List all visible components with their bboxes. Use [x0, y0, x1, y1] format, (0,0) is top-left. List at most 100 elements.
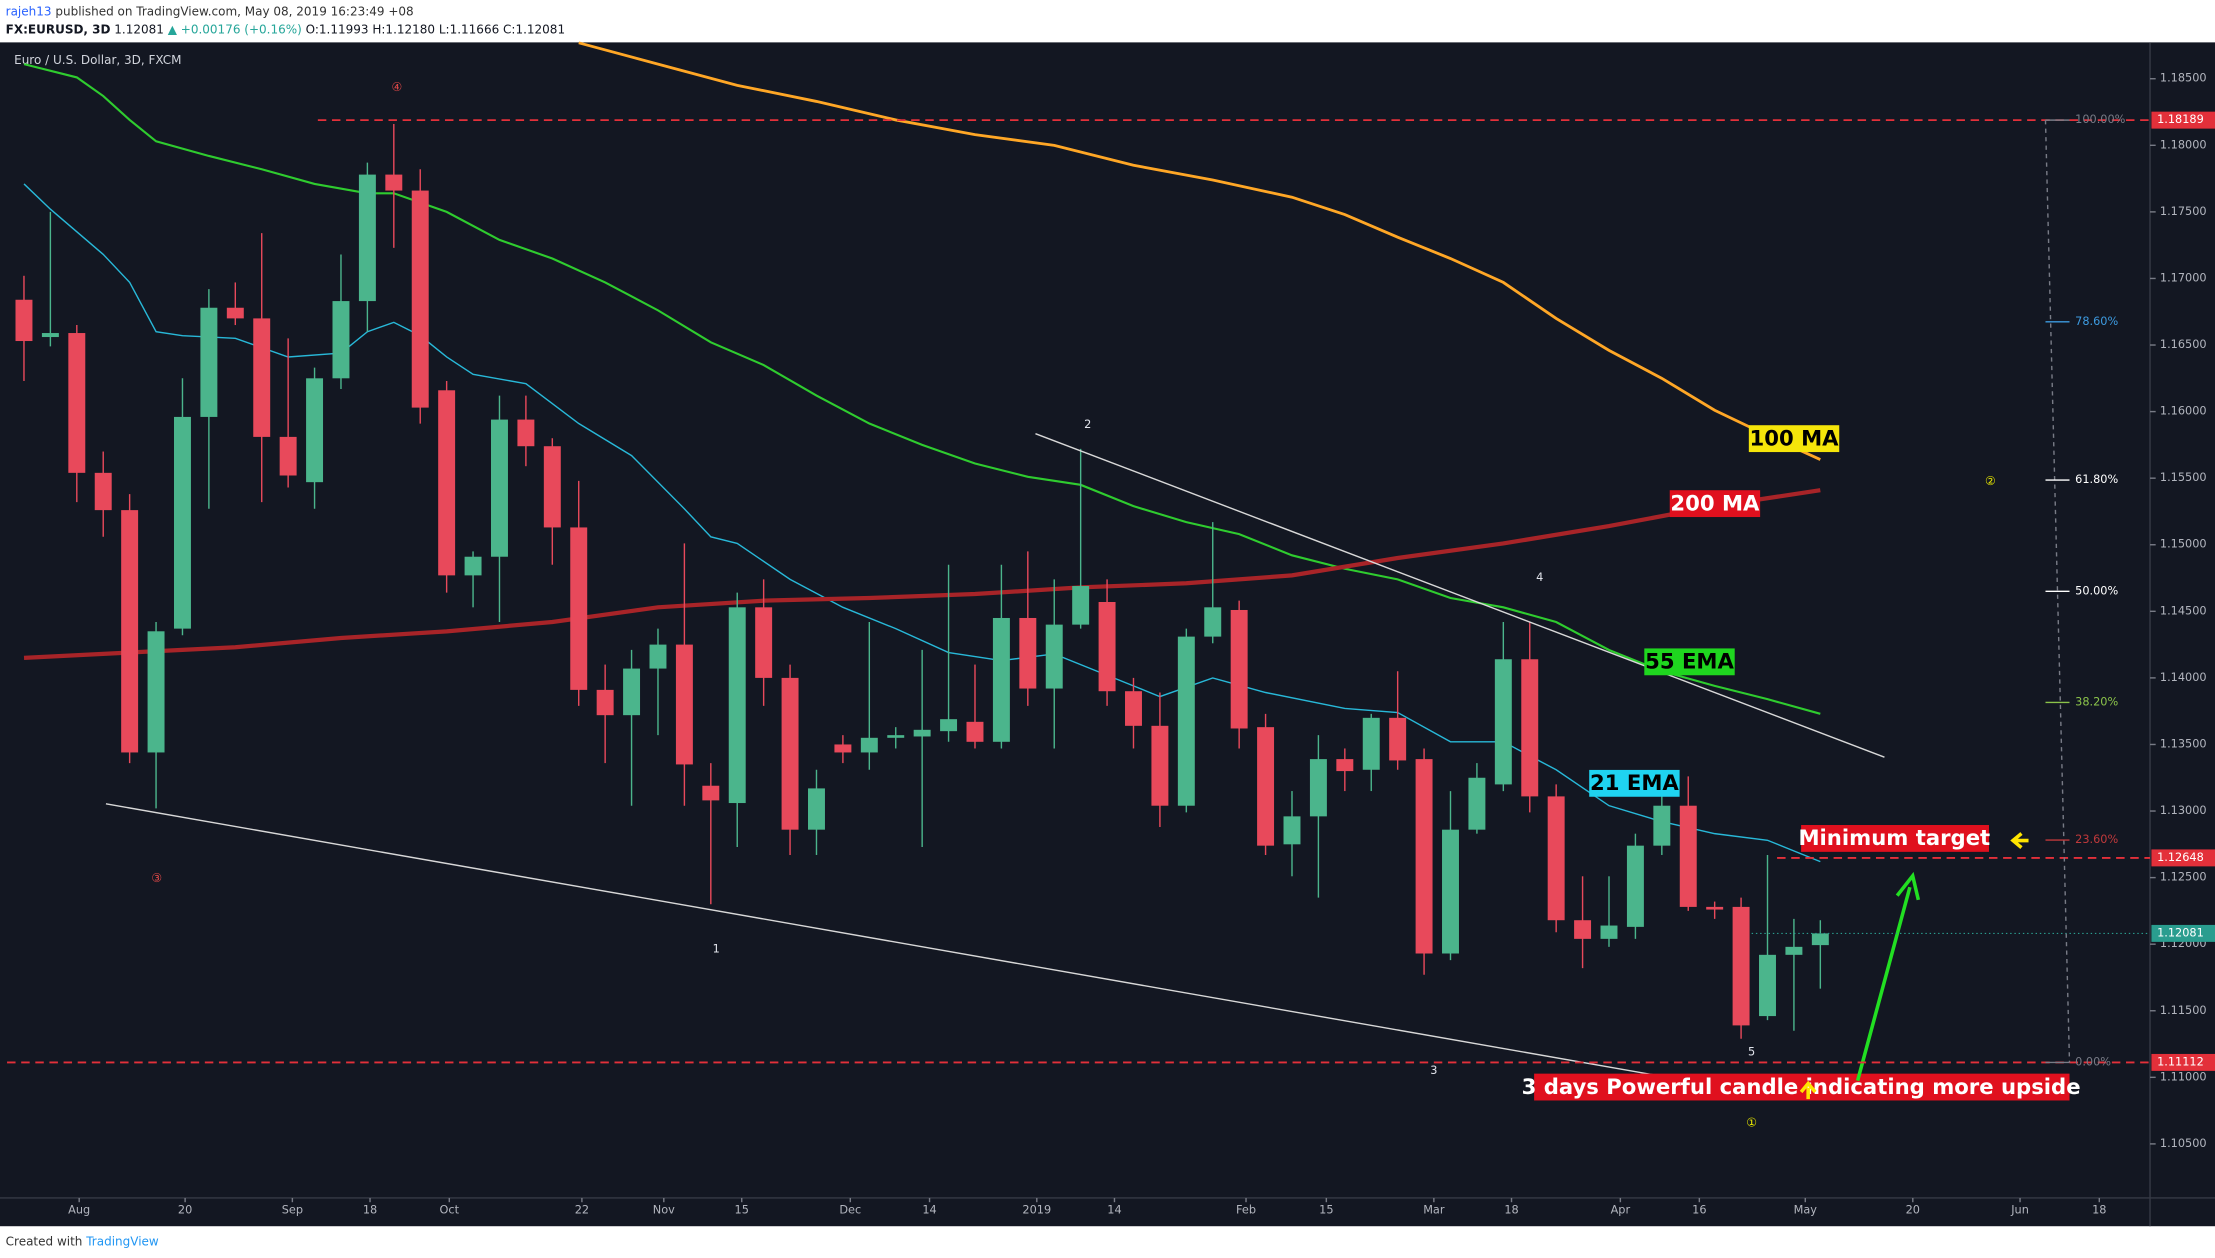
- y-tick-label: 1.17500: [2160, 205, 2207, 218]
- y-tick-label: 1.13500: [2160, 737, 2207, 750]
- y-tick-label: 1.17000: [2160, 271, 2207, 284]
- candle-body: [728, 607, 746, 804]
- candle-body: [860, 737, 878, 753]
- candle-body: [358, 174, 376, 302]
- x-tick-label: May: [1794, 1204, 1818, 1217]
- x-tick-label: Mar: [1423, 1204, 1445, 1217]
- label-box: [1589, 769, 1680, 797]
- author: rajeh13: [6, 4, 52, 18]
- footer: Created with TradingView: [6, 1234, 159, 1248]
- fib-label: 100.00%: [2075, 113, 2126, 126]
- label-box: [1801, 825, 1989, 852]
- symbol: FX:EURUSD, 3D: [6, 22, 111, 36]
- candle-body: [1547, 796, 1565, 921]
- candle-body: [1442, 829, 1459, 954]
- x-tick-label: Apr: [1611, 1204, 1631, 1217]
- candle-body: [464, 556, 482, 576]
- candle-body: [41, 333, 59, 338]
- wave-label: 3: [1430, 1064, 1437, 1077]
- candle-body: [411, 190, 429, 408]
- note-label: 3 days Powerful candle indicating more u…: [1522, 1074, 2081, 1099]
- x-tick-label: Aug: [68, 1204, 90, 1217]
- green-arrow: [1855, 871, 1921, 1082]
- y-tick-label: 1.15000: [2160, 538, 2207, 551]
- x-tick-label: 18: [363, 1204, 377, 1217]
- wave-label: 4: [1536, 571, 1543, 584]
- fib-label: 0.00%: [2075, 1055, 2111, 1068]
- candle-body: [1309, 759, 1327, 817]
- price-tag: [2151, 1053, 2215, 1071]
- candle-body: [68, 333, 86, 473]
- candle-body: [517, 419, 535, 447]
- circle-label: ①: [1746, 1116, 1757, 1130]
- candle-body: [992, 617, 1010, 742]
- y-tick-label: 1.16000: [2160, 405, 2207, 418]
- candle-body: [306, 378, 324, 483]
- candle-body: [173, 416, 191, 629]
- candle-body: [15, 299, 33, 342]
- candle-body: [570, 527, 588, 690]
- candle-body: [279, 436, 297, 476]
- header-line-2: FX:EURUSD, 3D 1.12081 ▲ +0.00176 (+0.16%…: [6, 22, 565, 36]
- candle-body: [1785, 946, 1803, 955]
- candle-body: [649, 644, 667, 669]
- candle-body: [940, 719, 958, 732]
- candle-body: [1045, 624, 1063, 689]
- fib-label: 50.00%: [2075, 584, 2118, 597]
- candle-body: [675, 644, 693, 765]
- label-box: [1748, 425, 1840, 453]
- y-tick-label: 1.18500: [2160, 72, 2207, 85]
- candle-body: [1230, 609, 1248, 729]
- candle-body: [1336, 759, 1354, 772]
- y-tick-label: 1.11500: [2160, 1004, 2207, 1017]
- trendline-lower: [105, 803, 1752, 1093]
- ma-label: 21 EMA: [1590, 770, 1679, 795]
- candle-body: [226, 307, 244, 319]
- price-tag-label: 1.12081: [2157, 926, 2204, 939]
- wave-label: 2: [1084, 418, 1091, 431]
- candle-body: [1125, 691, 1142, 726]
- x-tick-label: Nov: [653, 1204, 675, 1217]
- candle-body: [1732, 906, 1750, 1026]
- y-tick-label: 1.10500: [2160, 1137, 2207, 1150]
- x-tick-label: 16: [1692, 1204, 1706, 1217]
- change: ▲ +0.00176 (+0.16%): [168, 22, 302, 36]
- candle-body: [1415, 759, 1433, 954]
- candle-body: [1494, 659, 1512, 785]
- candle-body: [1521, 659, 1539, 797]
- y-tick-label: 1.14000: [2160, 671, 2207, 684]
- candle-body: [1098, 601, 1116, 692]
- x-tick-label: 22: [575, 1204, 589, 1217]
- candle-body: [1283, 816, 1301, 845]
- candle-body: [491, 419, 508, 557]
- ma-line: [23, 63, 1821, 715]
- x-tick-label: 18: [2092, 1204, 2106, 1217]
- candle-body: [1759, 954, 1776, 1017]
- x-tick-label: 15: [735, 1204, 749, 1217]
- trendline-upper: [1035, 433, 1885, 758]
- ma-line: [23, 488, 1821, 661]
- candle-body: [1653, 805, 1671, 846]
- candle-body: [913, 729, 931, 737]
- candle-body: [332, 301, 350, 379]
- label-box: [1644, 648, 1735, 676]
- candle-body: [702, 785, 720, 801]
- y-tick-label: 1.16500: [2160, 338, 2207, 351]
- x-tick-label: Jun: [2010, 1204, 2029, 1217]
- last-price: 1.12081: [114, 22, 164, 36]
- candle-body: [887, 735, 905, 738]
- label-box: [1534, 1073, 2070, 1101]
- y-tick-label: 1.18000: [2160, 138, 2207, 151]
- ma-label: 100 MA: [1750, 425, 1840, 450]
- candle-body: [1257, 727, 1275, 846]
- candle-body: [147, 631, 165, 753]
- price-tag-label: 1.11112: [2157, 1055, 2204, 1068]
- candle-body: [755, 607, 773, 678]
- fib-label: 78.60%: [2075, 315, 2118, 328]
- label-box: [1669, 490, 1761, 518]
- x-tick-label: Sep: [282, 1204, 303, 1217]
- candle-body: [1389, 717, 1407, 761]
- published: published on TradingView.com, May 08, 20…: [55, 4, 413, 18]
- candle-body: [1177, 636, 1195, 806]
- candle-body: [834, 744, 852, 753]
